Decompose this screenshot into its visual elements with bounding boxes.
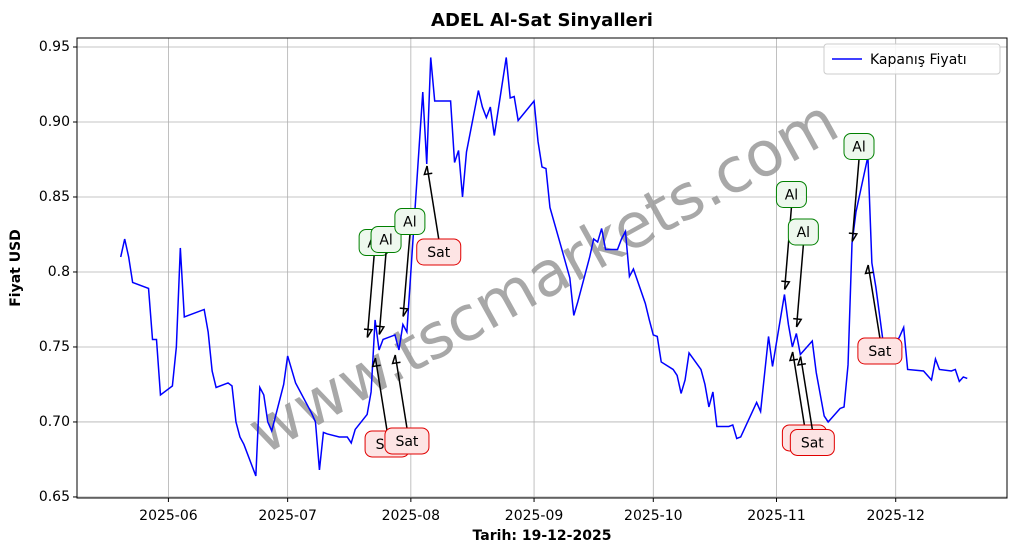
price-line <box>119 57 968 477</box>
watermark: www.tscmarkets.com <box>236 84 850 468</box>
x-axis-label: Tarih: 19-12-2025 <box>473 528 612 544</box>
buy-signal: Al <box>787 218 819 328</box>
x-tick-label: 2025-12 <box>866 508 925 524</box>
signal-box <box>416 238 462 266</box>
signal-arrow <box>366 255 375 338</box>
x-tick-label: 2025-10 <box>624 508 683 524</box>
signal-box <box>394 207 426 235</box>
signal-box <box>775 180 807 208</box>
arrow-head <box>371 357 381 368</box>
signal-box <box>857 337 903 365</box>
signal-arrow <box>378 252 387 335</box>
x-tick-label: 2025-09 <box>505 508 564 524</box>
signal-arrow <box>795 244 805 328</box>
sell-signal: Sat <box>416 165 462 266</box>
arrow-head <box>363 328 374 338</box>
y-tick-label: 0.75 <box>39 339 70 355</box>
y-tick-label: 0.70 <box>39 414 70 430</box>
arrow-head <box>848 232 859 242</box>
signal-label: Al <box>852 139 865 155</box>
signal-arrow <box>867 264 881 339</box>
signal-arrow <box>851 159 860 242</box>
signal-box <box>787 218 819 246</box>
arrow-head <box>375 325 386 335</box>
signal-arrow <box>799 356 814 430</box>
plot-frame <box>76 37 1008 499</box>
sell-signal: Sat <box>857 264 903 365</box>
y-tick-label: 0.85 <box>39 189 70 205</box>
signal-box <box>843 132 875 160</box>
y-axis-label: Fiyat USD <box>8 229 24 307</box>
arrow-head <box>423 165 433 176</box>
signal-label: Al <box>403 214 416 230</box>
legend-label: Kapanış Fiyatı <box>870 52 967 68</box>
x-tick-label: 2025-06 <box>139 508 198 524</box>
y-tick-label: 0.65 <box>39 489 70 505</box>
signal-label: Sat <box>868 344 891 360</box>
signal-box <box>384 427 430 455</box>
signal-arrow <box>783 207 793 290</box>
arrow-head <box>796 356 806 366</box>
signal-arrow <box>394 354 408 429</box>
y-tick-label: 0.8 <box>48 264 70 280</box>
x-tick-label: 2025-08 <box>382 508 441 524</box>
x-tick-label: 2025-07 <box>258 508 317 524</box>
signal-label: Sat <box>395 434 418 450</box>
signal-label: Al <box>797 225 810 241</box>
buy-signal: Al <box>370 225 402 335</box>
signal-label: Al <box>785 187 798 203</box>
y-tick-label: 0.95 <box>39 39 70 55</box>
signal-box <box>789 428 835 456</box>
sell-signal: Sat <box>384 354 430 455</box>
signal-box <box>370 225 402 253</box>
x-tick-label: 2025-11 <box>747 508 806 524</box>
legend-box <box>823 43 1001 75</box>
signal-arrow <box>791 351 806 426</box>
signal-label: Al <box>379 232 392 248</box>
signal-arrow <box>374 357 388 432</box>
buy-signal: Al <box>843 132 875 242</box>
chart-title: ADEL Al-Sat Sinyalleri <box>431 10 653 31</box>
arrow-head <box>864 264 874 275</box>
sell-signal: Sat <box>789 356 835 456</box>
arrow-head <box>788 351 799 362</box>
signal-label: Sat <box>427 245 450 261</box>
y-tick-label: 0.90 <box>39 114 70 130</box>
arrow-head <box>793 317 803 328</box>
signal-arrow <box>426 165 440 240</box>
buy-signal: Al <box>394 207 426 317</box>
arrow-head <box>399 307 409 317</box>
arrow-head <box>781 280 791 290</box>
signal-label: Sat <box>801 435 824 451</box>
signal-arrow <box>402 234 411 317</box>
arrow-head <box>391 354 401 365</box>
